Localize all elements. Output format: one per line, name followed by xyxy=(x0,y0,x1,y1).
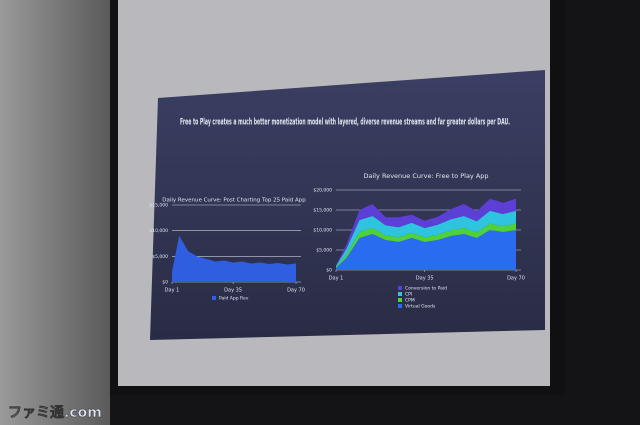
y-tick-label: $20,000 xyxy=(313,188,332,194)
legend-label: CPM xyxy=(405,298,415,304)
legend-swatch xyxy=(398,286,402,290)
x-tick-label: Day 35 xyxy=(416,276,434,282)
legend-label: Conversion to Paid xyxy=(405,286,447,292)
x-tick-label: Day 1 xyxy=(329,276,344,282)
legend-label: Virtual Goods xyxy=(405,304,436,310)
y-tick-label: $0 xyxy=(326,268,332,274)
slide-title: Free to Play creates a much better monet… xyxy=(180,118,510,128)
legend-label: Paid App Rev xyxy=(219,296,249,302)
legend-label: CPI xyxy=(405,292,412,298)
x-tick-label: Day 35 xyxy=(224,288,242,294)
area xyxy=(172,235,296,282)
chart-title: Daily Revenue Curve: Free to Play App xyxy=(363,172,488,180)
y-tick-label: $0 xyxy=(162,280,168,286)
x-tick-label: Day 70 xyxy=(507,276,525,282)
y-tick-label: $10,000 xyxy=(149,228,168,234)
legend-swatch xyxy=(398,298,402,302)
area xyxy=(336,230,516,270)
y-tick-label: $5,000 xyxy=(152,254,168,260)
area xyxy=(336,210,516,268)
area xyxy=(336,198,516,266)
x-tick-label: Day 70 xyxy=(287,288,305,294)
y-tick-label: $10,000 xyxy=(313,228,332,234)
pillar xyxy=(0,0,110,425)
y-tick-label: $5,000 xyxy=(316,248,332,254)
legend-swatch xyxy=(212,296,216,300)
chart-title: Daily Revenue Curve: Post Charting Top 2… xyxy=(162,198,306,204)
legend-swatch xyxy=(398,292,402,296)
y-tick-label: $15,000 xyxy=(313,208,332,214)
x-tick-label: Day 1 xyxy=(165,288,180,294)
watermark: ファミ通.com xyxy=(8,405,102,421)
y-tick-label: $15,000 xyxy=(149,203,168,209)
area xyxy=(336,223,516,268)
legend-swatch xyxy=(398,304,402,308)
